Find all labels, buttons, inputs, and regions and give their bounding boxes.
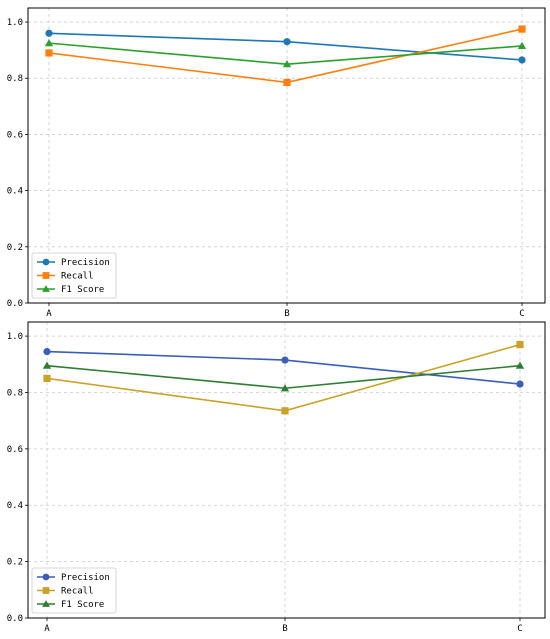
series-line xyxy=(46,350,521,385)
data-point xyxy=(43,348,51,356)
x-tick-label: C xyxy=(519,309,524,319)
plot-frame xyxy=(27,7,546,304)
y-tick-label: 0.4 xyxy=(7,187,23,197)
y-tick-label: 0.2 xyxy=(7,558,23,568)
legend-label: F1 Score xyxy=(61,285,104,295)
chart-panel-top: 0.0 0.2 0.4 0.6 0.8 1.0 A B C Precision Recall F1 S… xyxy=(7,7,546,319)
data-point xyxy=(280,384,290,392)
series-line xyxy=(48,28,523,84)
y-tick-label: 0.0 xyxy=(7,614,23,624)
legend-entry: Precision xyxy=(37,573,110,583)
x-tick-label: B xyxy=(282,624,287,634)
legend-marker xyxy=(42,258,50,266)
plot-frame xyxy=(27,321,546,619)
series-recall xyxy=(43,340,524,415)
legend-entry: Precision xyxy=(37,258,110,268)
legend-label: Recall xyxy=(61,272,94,282)
legend-label: F1 Score xyxy=(61,600,104,610)
x-axis-ticks: A B C xyxy=(44,618,523,634)
legend: Precision Recall F1 Score xyxy=(31,567,117,614)
data-point xyxy=(42,361,52,369)
legend-box xyxy=(31,252,117,299)
gridlines xyxy=(28,8,545,304)
data-point xyxy=(516,340,524,349)
data-point xyxy=(281,356,289,364)
series-precision xyxy=(43,348,524,388)
legend-box xyxy=(31,567,117,614)
y-tick-label: 1.0 xyxy=(7,18,23,28)
data-point xyxy=(516,380,524,388)
legend-marker xyxy=(42,587,50,594)
data-point xyxy=(45,29,53,37)
data-point xyxy=(44,38,54,47)
series-precision xyxy=(45,29,526,64)
legend-entry: F1 Score xyxy=(37,600,104,610)
y-tick-label: 0.6 xyxy=(7,445,23,455)
legend-marker xyxy=(42,573,50,581)
y-tick-label: 0.4 xyxy=(7,501,23,511)
legend: Precision Recall F1 Score xyxy=(31,252,117,299)
x-tick-label: C xyxy=(517,624,522,634)
legend-label: Recall xyxy=(61,587,94,597)
legend-marker xyxy=(42,285,50,292)
legend-entry: F1 Score xyxy=(37,285,104,295)
y-tick-label: 1.0 xyxy=(7,332,23,342)
data-point xyxy=(45,49,53,57)
x-axis-ticks: A B C xyxy=(46,303,525,319)
y-axis-ticks: 0.0 0.2 0.4 0.6 0.8 1.0 xyxy=(7,18,28,309)
data-point xyxy=(43,374,51,382)
y-axis-ticks: 0.0 0.2 0.4 0.6 0.8 1.0 xyxy=(7,332,28,624)
legend-entry: Recall xyxy=(37,272,94,282)
data-point xyxy=(281,407,289,415)
chart-panel-bottom: 0.0 0.2 0.4 0.6 0.8 1.0 A B C Precision Recall F1 S… xyxy=(7,321,546,634)
data-point xyxy=(517,41,527,50)
y-tick-label: 0.8 xyxy=(7,74,23,84)
legend-label: Precision xyxy=(61,573,110,583)
data-point xyxy=(515,361,525,369)
legend-marker xyxy=(42,272,50,279)
legend-entry: Recall xyxy=(37,587,94,597)
data-point xyxy=(518,25,526,33)
series-recall xyxy=(45,25,526,87)
x-tick-label: B xyxy=(284,309,289,319)
y-tick-label: 0.8 xyxy=(7,388,23,398)
legend-label: Precision xyxy=(61,258,110,268)
data-point xyxy=(283,38,291,46)
series-f1-score xyxy=(42,361,525,392)
data-point xyxy=(282,60,292,68)
x-tick-label: A xyxy=(46,309,52,319)
data-point xyxy=(283,78,291,87)
data-point xyxy=(518,56,526,64)
y-tick-label: 0.2 xyxy=(7,243,23,253)
legend-marker xyxy=(42,600,50,607)
y-tick-label: 0.6 xyxy=(7,130,23,140)
x-tick-label: A xyxy=(44,624,50,634)
series-line xyxy=(48,32,523,61)
y-tick-label: 0.0 xyxy=(7,299,23,309)
series-f1-score xyxy=(44,38,527,68)
